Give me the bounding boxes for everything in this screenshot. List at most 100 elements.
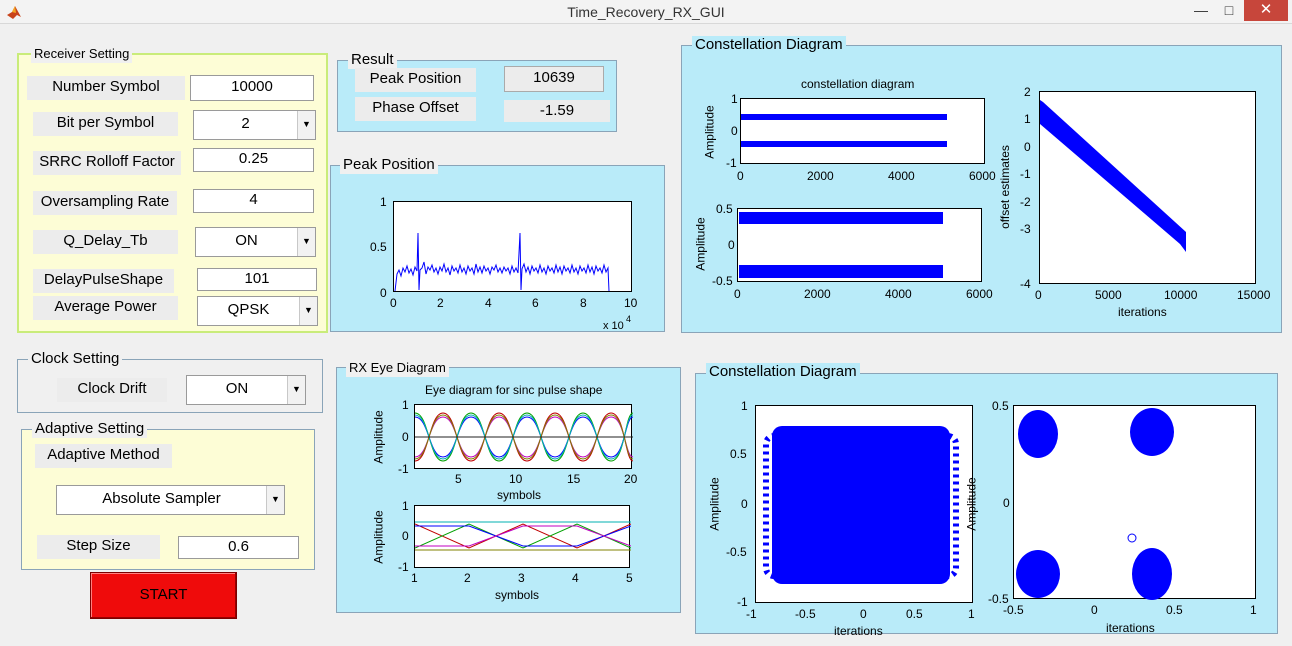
clock-setting-title: Clock Setting — [28, 350, 123, 368]
x-tick: 0 — [1035, 288, 1042, 302]
eye-diagram-bottom-axes — [414, 505, 631, 568]
y-tick: -1 — [737, 595, 748, 609]
y-tick: 1 — [1024, 112, 1031, 126]
y-tick: -0.5 — [712, 274, 733, 288]
peak-position-value: 10639 — [504, 66, 604, 92]
adaptive-method-select[interactable]: Absolute Sampler ▼ — [56, 485, 285, 515]
y-tick: 0.5 — [370, 240, 387, 254]
y-tick: 1 — [402, 499, 409, 513]
y-tick: 0 — [1024, 140, 1031, 154]
avg-power-value: QPSK — [227, 301, 270, 318]
x-tick: 0.5 — [906, 607, 923, 621]
y-tick: -1 — [398, 560, 409, 574]
constellation-b-axes — [737, 208, 982, 282]
x-tick: 1 — [968, 607, 975, 621]
rolloff-field[interactable]: 0.25 — [193, 148, 314, 172]
constellation-b-ylabel: Amplitude — [693, 217, 708, 271]
peak-position-label: Peak Position — [355, 68, 476, 92]
x-tick: 0 — [737, 169, 744, 183]
oversampling-field[interactable]: 4 — [193, 189, 314, 213]
y-tick: 0 — [1003, 496, 1010, 510]
constellation-left-axes — [755, 405, 973, 603]
delay-pulse-label: DelayPulseShape — [33, 269, 174, 293]
constellation-left-xlabel: iterations — [834, 624, 883, 638]
chevron-down-icon: ▼ — [287, 376, 305, 404]
x-tick: 2 — [437, 296, 444, 310]
bit-per-symbol-label: Bit per Symbol — [33, 112, 178, 136]
q-delay-select[interactable]: ON ▼ — [195, 227, 316, 257]
constellation-a-plot — [741, 114, 947, 147]
x-exponent: x 10 — [603, 320, 624, 332]
y-tick: -0.5 — [726, 545, 747, 559]
start-button[interactable]: START — [90, 572, 237, 619]
step-size-label: Step Size — [37, 535, 160, 559]
step-size-field[interactable]: 0.6 — [178, 536, 299, 559]
x-tick: 4 — [485, 296, 492, 310]
offset-estimates-axes — [1039, 91, 1256, 284]
avg-power-select[interactable]: QPSK ▼ — [197, 296, 318, 326]
constellation-right-ylabel: Amplitude — [964, 477, 979, 531]
q-delay-label: Q_Delay_Tb — [33, 230, 178, 254]
x-tick: 3 — [518, 571, 525, 585]
x-tick: 4 — [572, 571, 579, 585]
eye-diagram-top-plot — [415, 412, 633, 462]
x-tick: 1 — [1250, 603, 1257, 617]
y-tick: -3 — [1020, 222, 1031, 236]
clock-setting-panel: Clock Setting — [17, 350, 323, 413]
x-tick: 10000 — [1164, 288, 1198, 302]
constellation-top-title: Constellation Diagram — [692, 36, 846, 54]
y-tick: 0.5 — [716, 202, 733, 216]
x-tick: 2000 — [804, 287, 831, 301]
y-tick: 1 — [380, 195, 387, 209]
x-tick: 1 — [411, 571, 418, 585]
offset-estimates-xlabel: iterations — [1118, 305, 1167, 319]
close-button[interactable]: ✕ — [1244, 0, 1288, 21]
bit-per-symbol-select[interactable]: 2 ▼ — [193, 110, 316, 140]
eye-bottom-ylabel: Amplitude — [371, 510, 386, 564]
eye-diagram-top-axes — [414, 404, 633, 469]
y-tick: 1 — [741, 399, 748, 413]
constellation-b-plot — [739, 212, 943, 278]
phase-offset-value: -1.59 — [504, 100, 610, 122]
x-tick: 5 — [626, 571, 633, 585]
x-tick: 4000 — [888, 169, 915, 183]
y-tick: 2 — [1024, 85, 1031, 99]
clock-drift-select[interactable]: ON ▼ — [186, 375, 306, 405]
x-tick: 0 — [734, 287, 741, 301]
result-title: Result — [348, 51, 397, 69]
x-tick: 15000 — [1237, 288, 1271, 302]
y-tick: -1 — [726, 156, 737, 170]
number-symbol-label: Number Symbol — [27, 76, 185, 100]
y-tick: -0.5 — [988, 592, 1009, 606]
x-tick: 2 — [464, 571, 471, 585]
constellation-right-xlabel: iterations — [1106, 621, 1155, 635]
constellation-right-plot — [1016, 408, 1174, 600]
delay-pulse-field[interactable]: 101 — [197, 268, 317, 291]
adaptive-method-label: Adaptive Method — [35, 444, 172, 468]
y-tick: -1 — [398, 462, 409, 476]
y-tick: 0 — [741, 497, 748, 511]
offset-estimates-ylabel: offset estimates — [997, 145, 1012, 229]
y-tick: 1 — [402, 398, 409, 412]
title-bar — [0, 0, 1292, 24]
eye-top-xlabel: symbols — [497, 488, 542, 502]
x-tick: 4000 — [885, 287, 912, 301]
y-tick: 0.5 — [992, 399, 1009, 413]
x-tick: 8 — [580, 296, 587, 310]
y-tick: 0 — [731, 124, 738, 138]
y-tick: -4 — [1020, 277, 1031, 291]
offset-estimates-plot — [1040, 100, 1186, 252]
y-tick: 0 — [402, 529, 409, 543]
x-tick: -0.5 — [1003, 603, 1024, 617]
number-symbol-field[interactable]: 10000 — [190, 75, 314, 101]
x-tick: -0.5 — [795, 607, 816, 621]
x-tick: 0 — [390, 296, 397, 310]
minimize-button[interactable]: — — [1194, 2, 1208, 18]
peak-position-axes — [393, 201, 632, 292]
maximize-button[interactable]: □ — [1224, 2, 1234, 18]
y-tick: -2 — [1020, 195, 1031, 209]
constellation-right-axes — [1013, 405, 1256, 600]
chevron-down-icon: ▼ — [299, 297, 317, 325]
x-tick: 10 — [624, 296, 638, 310]
matlab-app-icon — [6, 4, 22, 20]
